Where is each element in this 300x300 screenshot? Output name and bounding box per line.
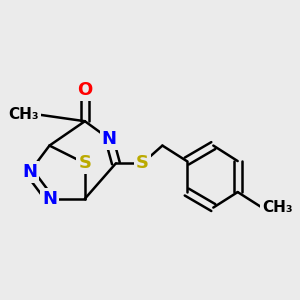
Text: CH₃: CH₃ [262, 200, 293, 215]
Text: N: N [22, 163, 37, 181]
Text: S: S [136, 154, 149, 172]
Text: CH₃: CH₃ [8, 107, 38, 122]
Text: N: N [102, 130, 117, 148]
Text: N: N [42, 190, 57, 208]
Text: O: O [77, 81, 92, 99]
Text: S: S [78, 154, 92, 172]
